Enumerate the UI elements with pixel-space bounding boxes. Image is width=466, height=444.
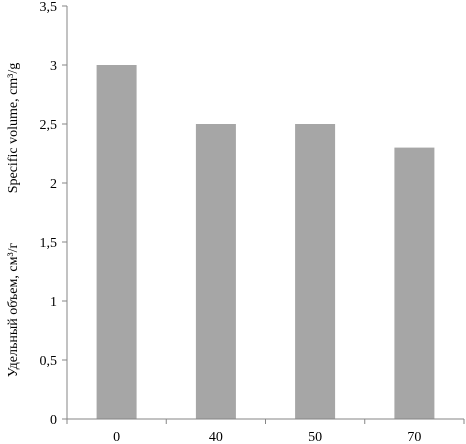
y-tick-label: 2 [50, 177, 57, 192]
bars-group [96, 65, 435, 419]
y-tick-label: 2,5 [40, 118, 58, 133]
x-tick-label: 0 [113, 430, 120, 444]
bar-0 [96, 65, 137, 419]
y-tick-label: 1,5 [40, 236, 58, 251]
bar-50 [295, 124, 336, 419]
y-tick-label: 3,5 [40, 0, 58, 15]
bar-40 [195, 124, 236, 419]
y-tick-label: 0,5 [40, 354, 58, 369]
x-tick-label: 40 [209, 430, 223, 444]
y-tick-labels: 0 0,5 1 1,5 2 2,5 3 3,5 [40, 0, 58, 428]
y-tick-label: 0 [50, 413, 57, 428]
x-tick-labels: 0 40 50 70 [113, 430, 421, 444]
y-tick-label: 3 [50, 59, 57, 74]
y-axis-label-english: Specific volume, cm³/g [6, 63, 21, 194]
x-tick-label: 50 [308, 430, 322, 444]
y-axis-label-russian: Удельный объем, см³/г [6, 242, 21, 377]
x-tick-label: 70 [407, 430, 421, 444]
axes-group [62, 5, 465, 424]
bar-70 [394, 147, 435, 419]
y-tick-label: 1 [50, 295, 57, 310]
